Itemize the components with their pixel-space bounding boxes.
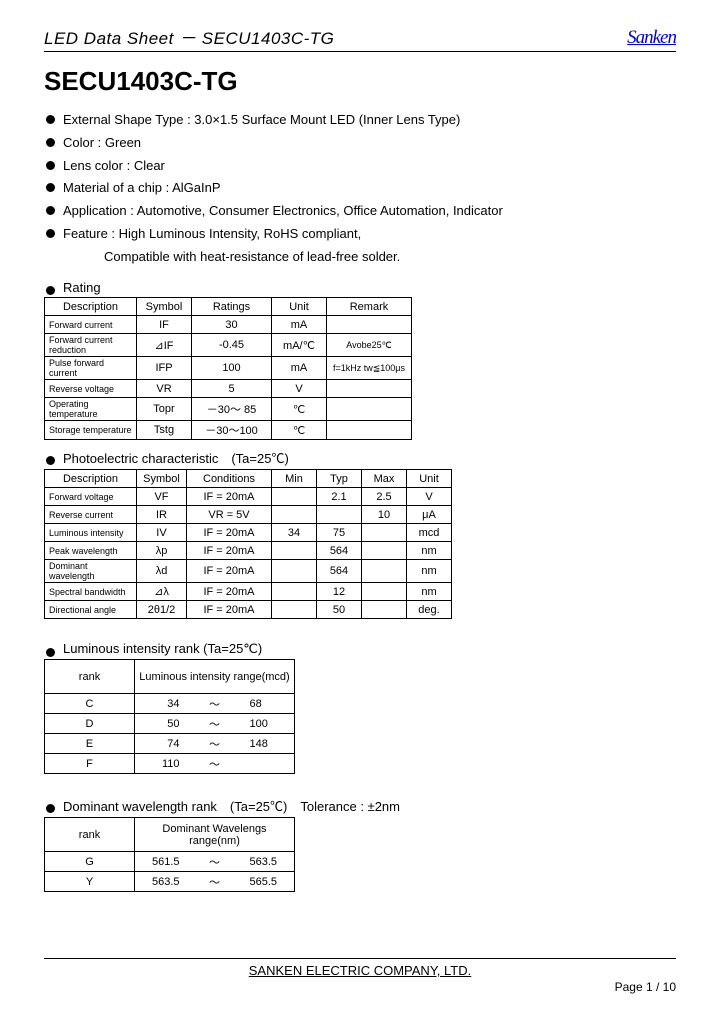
datasheet-page: LED Data Sheet － SECU1403C-TG Sanken SEC… — [0, 0, 720, 1012]
table-header-row: DescriptionSymbolConditionsMinTypMaxUnit — [45, 470, 452, 488]
photo-title: Photoelectric characteristic (Ta=25℃) — [44, 448, 676, 467]
luminous-rank-table: rank Luminous intensity range(mcd) C34～6… — [44, 659, 295, 774]
footer-page-number: Page 1 / 10 — [44, 980, 676, 994]
photoelectric-table: DescriptionSymbolConditionsMinTypMaxUnit… — [44, 469, 452, 619]
bullet-icon — [46, 115, 55, 124]
lum-rank-title: Luminous intensity rank (Ta=25℃) — [44, 641, 676, 657]
table-row: F110～ — [45, 754, 295, 774]
table-row: Spectral bandwidth⊿λIF = 20mA12nm — [45, 583, 452, 601]
footer-divider — [44, 958, 676, 959]
footer-company: SANKEN ELECTRIC COMPANY, LTD. — [44, 963, 676, 978]
page-footer: SANKEN ELECTRIC COMPANY, LTD. Page 1 / 1… — [44, 958, 676, 994]
spec-continuation: Compatible with heat-resistance of lead-… — [104, 246, 676, 269]
header-title: LED Data Sheet － SECU1403C-TG — [44, 24, 334, 49]
spec-item: Feature : High Luminous Intensity, RoHS … — [44, 223, 676, 246]
rating-table: Description Symbol Ratings Unit Remark F… — [44, 297, 412, 440]
table-row: G561.5～563.5 — [45, 852, 295, 872]
page-header: LED Data Sheet － SECU1403C-TG Sanken — [44, 24, 676, 52]
table-header-row: Description Symbol Ratings Unit Remark — [45, 298, 412, 316]
bullet-icon — [46, 206, 55, 215]
table-row: Directional angle2θ1/2IF = 20mA50deg. — [45, 601, 452, 619]
spec-item: Material of a chip : AlGaInP — [44, 177, 676, 200]
spec-item: Color : Green — [44, 132, 676, 155]
bullet-icon — [46, 161, 55, 170]
table-row: Forward voltageVFIF = 20mA2.12.5V — [45, 488, 452, 506]
table-row: Storage temperatureTstg－30～100℃ — [45, 421, 412, 440]
bullet-icon — [46, 183, 55, 192]
rating-title: Rating — [44, 280, 676, 295]
dom-rank-title: Dominant wavelength rank (Ta=25℃) Tolera… — [44, 796, 676, 815]
table-row: Reverse voltageVR5V — [45, 380, 412, 398]
table-row: Forward currentIF30mA — [45, 316, 412, 334]
table-row: Peak wavelengthλpIF = 20mA564nm — [45, 542, 452, 560]
table-row: C34～68 — [45, 694, 295, 714]
spec-item: Application : Automotive, Consumer Elect… — [44, 200, 676, 223]
table-row: Reverse currentIRVR = 5V10μA — [45, 506, 452, 524]
table-row: Luminous intensityIVIF = 20mA3475mcd — [45, 524, 452, 542]
bullet-icon — [46, 138, 55, 147]
bullet-icon — [46, 229, 55, 238]
spec-item: Lens color : Clear — [44, 155, 676, 178]
dominant-wavelength-rank-table: rank Dominant Wavelengs range(nm) G561.5… — [44, 817, 295, 892]
table-header-row: rank Luminous intensity range(mcd) — [45, 660, 295, 694]
bullet-icon — [46, 286, 55, 295]
table-row: Dominant wavelengthλdIF = 20mA564nm — [45, 560, 452, 583]
table-row: Forward current reduction⊿IF-0.45mA/℃Avo… — [45, 334, 412, 357]
table-row: Operating temperatureTopr－30～ 85℃ — [45, 398, 412, 421]
table-header-row: rank Dominant Wavelengs range(nm) — [45, 818, 295, 852]
part-number-heading: SECU1403C-TG — [44, 66, 676, 97]
table-row: D50～100 — [45, 714, 295, 734]
table-row: E74～148 — [45, 734, 295, 754]
spec-list: External Shape Type : 3.0×1.5 Surface Mo… — [44, 109, 676, 268]
spec-item: External Shape Type : 3.0×1.5 Surface Mo… — [44, 109, 676, 132]
bullet-icon — [46, 456, 55, 465]
bullet-icon — [46, 804, 55, 813]
bullet-icon — [46, 648, 55, 657]
brand-logo: Sanken — [627, 27, 676, 49]
table-row: Y563.5～565.5 — [45, 872, 295, 892]
table-row: Pulse forward currentIFP100mAf=1kHz tw≦1… — [45, 357, 412, 380]
